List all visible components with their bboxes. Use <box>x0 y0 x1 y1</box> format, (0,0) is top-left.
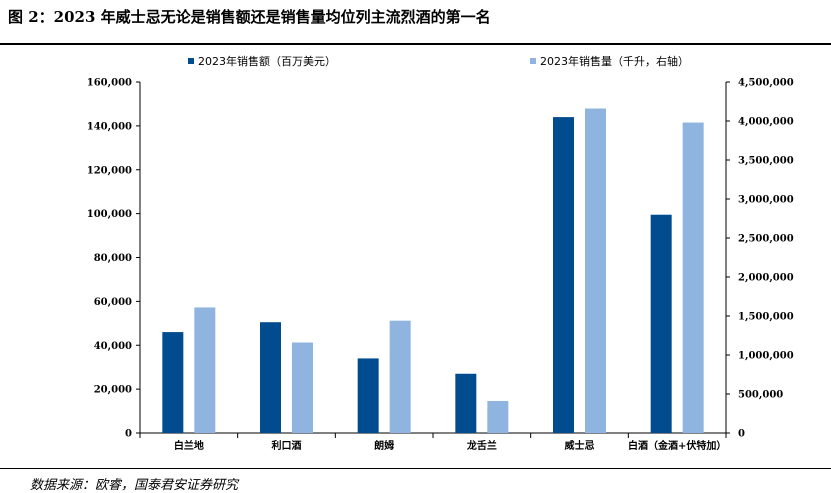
sales-value-bar <box>162 332 184 433</box>
sales-value-bar <box>455 373 477 433</box>
right-tick-label: 2,500,000 <box>738 234 794 245</box>
right-tick-label: 3,500,000 <box>738 156 794 167</box>
title-rule <box>0 43 831 45</box>
sales-value-bar <box>553 117 574 433</box>
right-tick-label: 2,000,000 <box>738 273 794 284</box>
sales-volume-bar <box>487 401 509 433</box>
left-tick-label: 80,000 <box>94 253 132 264</box>
legend-swatch <box>530 58 536 64</box>
left-tick-label: 40,000 <box>94 341 132 352</box>
right-tick-label: 1,500,000 <box>738 312 794 323</box>
left-tick-label: 60,000 <box>94 297 132 308</box>
right-tick-label: 1,000,000 <box>738 351 794 362</box>
sales-volume-bar <box>585 108 606 434</box>
left-tick-label: 160,000 <box>87 78 132 89</box>
legend-label: 2023年销售额（百万美元） <box>198 54 336 68</box>
legend-label: 2023年销售量（千升，右轴） <box>540 54 689 68</box>
right-tick-label: 500,000 <box>738 390 783 401</box>
sales-volume-bar <box>682 122 704 433</box>
x-tick-label: 白兰地 <box>174 439 204 452</box>
sales-volume-bar <box>194 307 216 433</box>
x-tick-label: 朗姆 <box>374 439 394 452</box>
source-note: 数据来源：欧睿，国泰君安证券研究 <box>30 478 239 493</box>
x-tick-label: 利口酒 <box>272 439 302 452</box>
sales-value-bar <box>260 322 281 433</box>
right-tick-label: 0 <box>738 429 745 440</box>
right-tick-label: 4,500,000 <box>738 78 794 89</box>
figure-title: 图 2：2023 年威士忌无论是销售额还是销售量均位列主流烈酒的第一名 <box>8 8 491 26</box>
left-tick-label: 20,000 <box>94 385 132 396</box>
legend-swatch <box>188 58 194 64</box>
x-tick-label: 龙舌兰 <box>466 439 497 452</box>
left-tick-label: 100,000 <box>87 209 132 220</box>
left-tick-label: 140,000 <box>87 121 132 132</box>
right-tick-label: 3,000,000 <box>738 195 794 206</box>
sales-value-bar <box>357 358 379 433</box>
left-tick-label: 120,000 <box>87 165 132 176</box>
sales-volume-bar <box>292 342 313 433</box>
right-tick-label: 4,000,000 <box>738 117 794 128</box>
left-tick-label: 0 <box>125 429 132 440</box>
sales-value-bar <box>650 214 672 433</box>
x-tick-label: 威士忌 <box>565 439 595 452</box>
source-rule <box>0 468 831 469</box>
sales-volume-bar <box>389 320 411 433</box>
x-tick-label: 白酒（金酒+伏特加） <box>628 439 726 452</box>
